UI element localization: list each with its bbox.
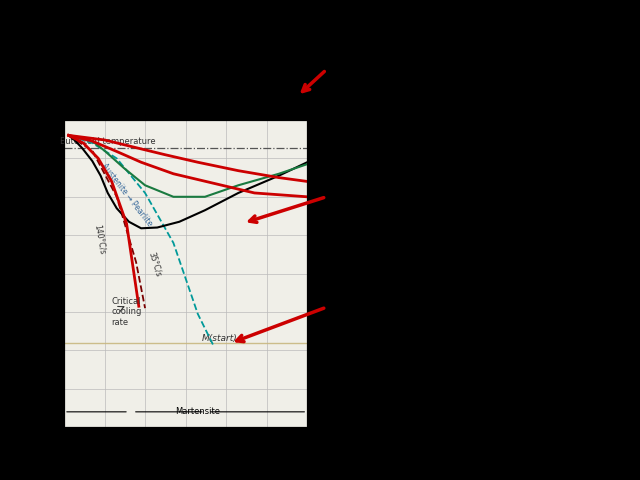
Text: Eutectoid temperature: Eutectoid temperature — [60, 137, 156, 146]
X-axis label: Time (s): Time (s) — [164, 455, 207, 465]
Text: Faster than critical cooling rate, we miss
the pearlite “nose” and so austenite
: Faster than critical cooling rate, we mi… — [330, 315, 555, 348]
Text: 140°C/s: 140°C/s — [92, 223, 106, 255]
Text: In this rate range, pearlite formed but not
100% since it doesn’t cross green li: In this rate range, pearlite formed but … — [330, 192, 563, 237]
Text: Bainite not typically observed
in “plain carbon” steel: Bainite not typically observed in “plain… — [51, 14, 354, 53]
Text: Slower than this rate, all pearlite: Slower than this rate, all pearlite — [330, 115, 513, 125]
Y-axis label: Temperature (°C): Temperature (°C) — [22, 228, 31, 319]
Text: Austenite → Pearlite: Austenite → Pearlite — [99, 162, 154, 228]
Text: Martensite: Martensite — [175, 407, 220, 416]
Text: 35°C/s: 35°C/s — [147, 251, 163, 277]
Y-axis label: Temperature (°F): Temperature (°F) — [346, 229, 355, 318]
Text: Critical
cooling
rate: Critical cooling rate — [111, 297, 142, 327]
Text: M(start): M(start) — [202, 334, 237, 343]
